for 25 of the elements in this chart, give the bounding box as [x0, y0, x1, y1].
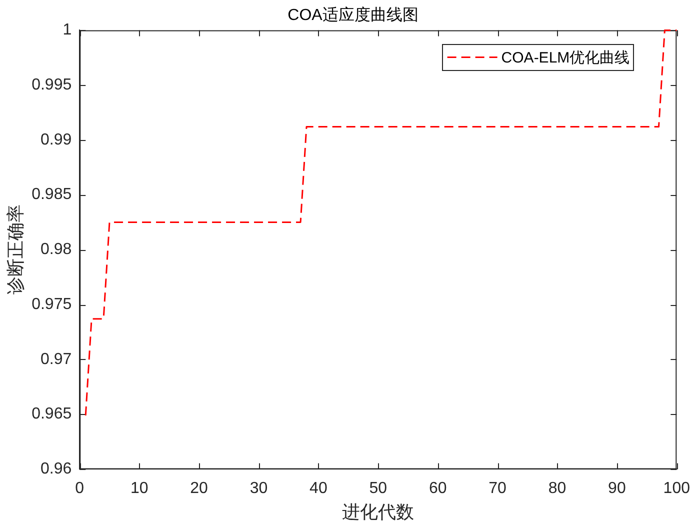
- x-tick-label: 50: [369, 480, 388, 498]
- legend-label: COA-ELM优化曲线: [501, 49, 630, 66]
- line-series: [84, 29, 678, 416]
- x-tick-label: 60: [428, 480, 447, 498]
- y-tick-label: 0.975: [32, 296, 72, 313]
- y-tick-label: 0.96: [40, 460, 72, 478]
- x-tick-label: 10: [130, 480, 148, 498]
- chart-title: COA适应度曲线图: [288, 6, 418, 24]
- x-tick-label: 100: [663, 480, 690, 498]
- x-tick-label: 90: [608, 480, 626, 498]
- x-tick-label: 0: [75, 480, 84, 498]
- x-tick-label: 70: [488, 480, 507, 498]
- y-tick-label: 1: [62, 22, 72, 39]
- x-tick-label: 80: [548, 480, 566, 498]
- x-tick-label: 40: [310, 480, 328, 498]
- y-axis-title: 诊断正确率: [6, 204, 26, 295]
- y-tick-label: 0.97: [40, 350, 72, 368]
- x-axis-title: 进化代数: [342, 502, 414, 522]
- x-tick-label: 30: [250, 480, 268, 498]
- y-tick-label: 0.965: [32, 406, 72, 423]
- y-tick-label: 0.98: [40, 241, 72, 258]
- y-tick-label: 0.995: [32, 76, 72, 94]
- y-tick-label: 0.985: [32, 186, 72, 204]
- y-tick-label: 0.99: [40, 131, 72, 148]
- x-tick-label: 20: [190, 480, 208, 498]
